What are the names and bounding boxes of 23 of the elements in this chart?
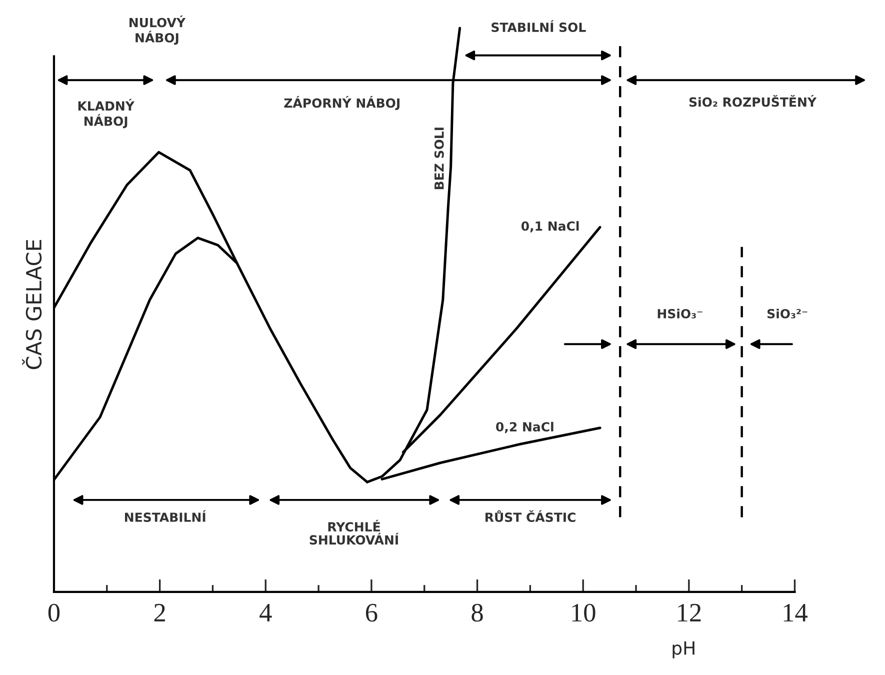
annotation: ZÁPORNÝ NÁBOJ <box>284 96 400 110</box>
y-axis-title: ČAS GELACE <box>22 240 42 370</box>
annotation: HSiO₃⁻ <box>658 308 702 318</box>
annotation: KLADNÝ NÁBOJ <box>78 98 135 128</box>
x-tick-label: 8 <box>472 604 483 622</box>
series-label: 0,1 NaCl <box>521 221 579 232</box>
annotation: RŮST ČÁSTIC <box>486 510 576 522</box>
text: BEZ SOLI <box>434 128 444 190</box>
x-tick-label: 4 <box>260 604 272 622</box>
series-label: 0,2 NaCl <box>496 422 554 434</box>
x-tick-label: 0 <box>48 604 60 622</box>
annotation: SiO₂ ROZPUŠTĚNÝ <box>689 95 817 107</box>
annotation: RYCHLÉ SHLUKOVÁNÍ <box>310 520 399 545</box>
x-tick-label: 12 <box>678 604 701 622</box>
annotation: NESTABILNÍ <box>125 510 206 522</box>
x-tick-label: 2 <box>154 604 165 622</box>
x-tick-label: 14 <box>784 604 808 622</box>
x-tick-label: 6 <box>366 604 378 622</box>
annotation: NULOVÝ NÁBOJ <box>130 16 186 45</box>
x-axis-title: pH <box>672 641 694 658</box>
x-tick-label: 10 <box>572 604 596 622</box>
annotation: STABILNÍ SOL <box>492 20 586 32</box>
annotation: SiO₃²⁻ <box>767 308 808 318</box>
